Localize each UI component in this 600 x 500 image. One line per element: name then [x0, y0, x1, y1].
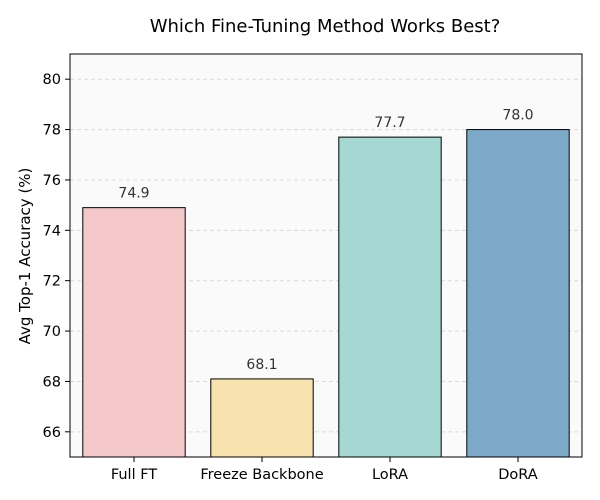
- x-tick-label: Freeze Backbone: [200, 467, 323, 483]
- data-label: 78.0: [502, 108, 533, 124]
- y-tick-label: 74: [43, 223, 61, 239]
- x-tick-label: Full FT: [111, 467, 157, 483]
- y-tick-label: 76: [43, 173, 61, 189]
- bars-group: [82, 129, 570, 458]
- data-label: 68.1: [246, 357, 277, 373]
- data-label: 77.7: [374, 115, 405, 131]
- x-tick-label: DoRA: [498, 467, 538, 483]
- data-label: 74.9: [118, 186, 149, 202]
- bar: [82, 207, 186, 458]
- x-tick-label: LoRA: [372, 467, 408, 483]
- y-tick-label: 70: [43, 324, 61, 340]
- bar: [466, 129, 570, 458]
- plot-frame: [69, 53, 583, 458]
- y-tick-label: 68: [43, 374, 61, 390]
- bar: [338, 136, 442, 458]
- x-axis-ticks: Full FT Freeze Backbone LoRA DoRA: [111, 457, 538, 483]
- y-tick-label: 78: [43, 123, 61, 139]
- y-axis-ticks: 66 68 70 72 74 76 78 80: [43, 72, 70, 441]
- data-labels-group: 74.9 68.1 77.7 78.0: [118, 108, 533, 373]
- chart-title: Which Fine-Tuning Method Works Best?: [150, 16, 501, 37]
- bar: [210, 378, 314, 458]
- y-axis-label: Avg Top-1 Accuracy (%): [16, 168, 34, 345]
- y-tick-label: 80: [43, 72, 61, 88]
- y-tick-label: 66: [43, 425, 61, 441]
- y-tick-label: 72: [43, 274, 61, 290]
